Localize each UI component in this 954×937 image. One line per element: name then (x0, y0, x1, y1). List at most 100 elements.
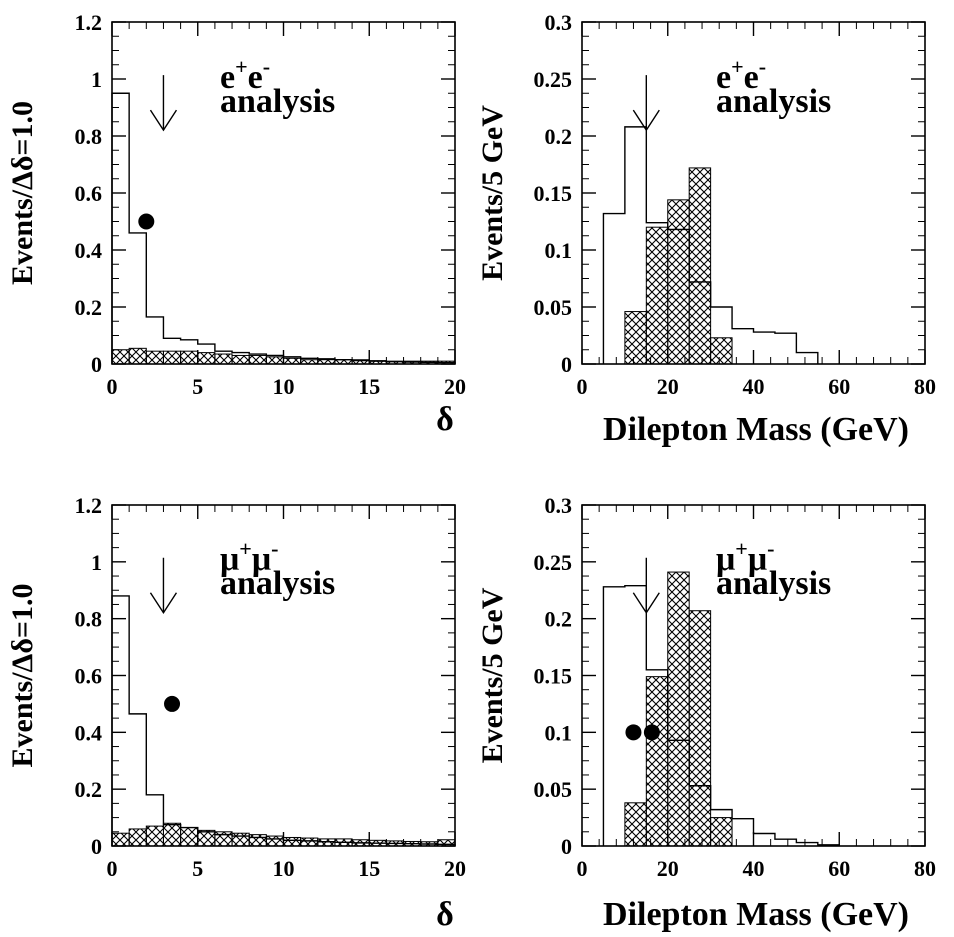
y-tick-label: 0.25 (534, 67, 573, 92)
open-bar (112, 596, 129, 846)
y-tick-label: 0.05 (534, 777, 573, 802)
series-open (602, 585, 840, 846)
hatched-bar (351, 839, 370, 847)
hatched-bar (283, 836, 302, 847)
annotation-particles: e+e- (220, 54, 270, 96)
data-point (625, 724, 642, 741)
y-axis-label: Events/5 GeV (476, 587, 509, 763)
x-tick-label: 20 (657, 856, 679, 881)
cut-arrow-head (149, 109, 178, 132)
y-tick-label: 0.3 (545, 493, 573, 518)
open-bar (775, 839, 796, 846)
y-tick-label: 0.4 (75, 720, 103, 745)
open-bar (732, 329, 753, 364)
hatched-bar (265, 835, 285, 847)
hatched-bar (265, 356, 285, 365)
panel-mm_delta: 0 5 10 15 20 0 0.2 0.4 0.6 0.8 1 1.2 Events/Δδ=1.0 δ μ… (6, 493, 466, 933)
open-histogram-line (111, 92, 456, 364)
open-bar (603, 214, 624, 364)
open-bar (732, 819, 753, 846)
hatched-bar (688, 167, 712, 365)
x-tick-label: 15 (358, 856, 380, 881)
x-tick-label: 20 (444, 374, 466, 399)
hatched-bar (624, 311, 647, 365)
y-tick-label: 1.2 (75, 10, 103, 35)
x-tick-label: 5 (192, 856, 203, 881)
hatched-bar (645, 226, 669, 365)
series-hatched (624, 167, 733, 365)
y-tick-label: 0 (91, 352, 102, 377)
y-tick-label: 1 (91, 67, 102, 92)
open-bar (129, 233, 146, 364)
x-tick-label: 10 (273, 374, 295, 399)
annotation-analysis: analysis (716, 565, 831, 602)
hatched-bar (214, 831, 233, 847)
y-tick-label: 0.15 (534, 664, 573, 689)
cut-arrow (149, 75, 178, 132)
y-tick-label: 1 (91, 550, 102, 575)
hatched-bar (667, 571, 690, 847)
hatched-bar (128, 347, 147, 365)
x-tick-label: 0 (577, 856, 588, 881)
hatched-bar (214, 353, 233, 365)
y-axis-label: Events/5 GeV (476, 105, 509, 281)
open-bar (129, 714, 146, 846)
series-open (111, 92, 456, 364)
x-tick-label: 0 (107, 374, 118, 399)
cut-arrow-head (632, 109, 660, 132)
series-hatched (624, 571, 733, 847)
annotation-analysis: analysis (220, 565, 335, 602)
hatched-bar (162, 350, 182, 365)
hatched-bar (248, 834, 267, 847)
hatched-bar (162, 822, 182, 847)
x-tick-label: 10 (273, 856, 295, 881)
annotation-particles: e+e- (716, 54, 766, 96)
open-bar (603, 587, 624, 846)
x-tick-label: 60 (828, 374, 850, 399)
x-tick-label: 20 (444, 856, 466, 881)
hatched-bar (317, 838, 336, 847)
annotation-particles: μ+μ- (220, 536, 278, 578)
hatched-bar (231, 832, 250, 847)
y-tick-label: 0.1 (545, 720, 573, 745)
hatched-bar (624, 802, 647, 847)
annotation-particles: μ+μ- (716, 536, 774, 578)
hatched-bar (710, 337, 733, 365)
x-axis-label: Dilepton Mass (GeV) (603, 896, 909, 933)
open-bar (775, 333, 796, 364)
open-bar (796, 353, 817, 364)
hatched-bar (145, 350, 164, 365)
hatched-bar (248, 354, 267, 365)
y-tick-label: 0.25 (534, 550, 573, 575)
x-tick-label: 15 (358, 374, 380, 399)
cut-arrow-head (632, 592, 660, 615)
hatched-bar (128, 828, 147, 847)
hatched-bar (667, 199, 690, 365)
panel-ee_mass: 0 20 40 60 80 0 0.05 0.1 0.15 0.2 0.25 0.3 Events/5 … (476, 10, 936, 448)
y-tick-label: 0 (561, 352, 572, 377)
x-tick-label: 60 (828, 856, 850, 881)
hatched-bar (231, 354, 250, 365)
hatched-bar (710, 817, 733, 847)
data-point (164, 695, 181, 712)
hatched-bar (145, 825, 164, 847)
hatched-bar (688, 610, 712, 847)
panel-ee_delta: 0 5 10 15 20 0 0.2 0.4 0.6 0.8 1 1.2 Events/Δδ=1.0 δ e… (6, 10, 466, 438)
annotation-analysis: analysis (220, 83, 335, 120)
hatched-bar (197, 829, 216, 847)
cut-arrow (149, 557, 178, 615)
cut-arrow-head (149, 592, 178, 615)
y-tick-label: 0.2 (75, 777, 103, 802)
x-axis-label: δ (436, 896, 454, 933)
open-bar (754, 833, 775, 846)
data-point (138, 213, 155, 230)
data-point (643, 724, 660, 741)
y-tick-label: 0.1 (545, 238, 573, 263)
x-tick-label: 80 (914, 856, 936, 881)
y-tick-label: 0.2 (545, 607, 573, 632)
hatched-bar (197, 352, 216, 365)
y-axis-label: Events/Δδ=1.0 (6, 584, 39, 768)
hatched-bar (645, 676, 669, 847)
x-tick-label: 20 (657, 374, 679, 399)
